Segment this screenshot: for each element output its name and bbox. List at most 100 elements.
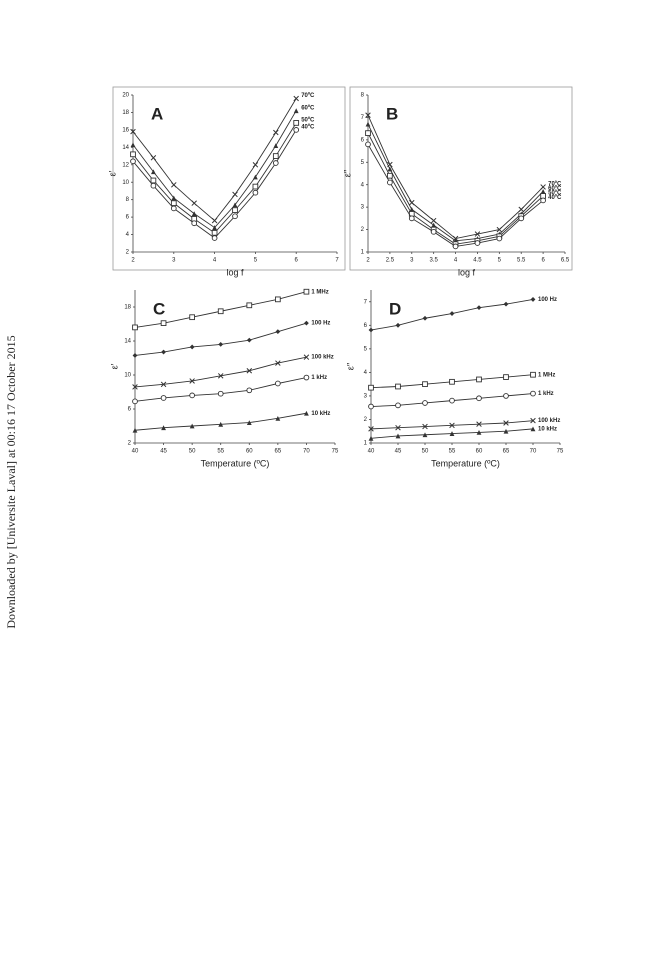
data-point	[387, 179, 393, 186]
data-point	[395, 402, 401, 409]
y-axis-label: ε′′	[342, 169, 352, 177]
y-tick-label: 20	[122, 93, 129, 99]
series-label: 10 kHz	[538, 426, 557, 432]
data-point	[368, 384, 374, 391]
x-tick-label: 75	[557, 449, 564, 455]
data-point	[130, 158, 136, 165]
x-tick-label: 60	[246, 449, 253, 455]
x-axis-label: log f	[458, 267, 476, 277]
series-label: 1 kHz	[311, 375, 327, 381]
x-tick-label: 2	[131, 258, 135, 264]
data-point	[293, 95, 299, 102]
data-point	[422, 423, 428, 430]
data-point	[150, 155, 157, 161]
data-point	[449, 311, 455, 316]
data-point	[395, 433, 401, 439]
data-point	[474, 231, 481, 237]
data-point	[518, 206, 524, 213]
x-tick-label: 70	[303, 449, 310, 455]
data-point	[211, 235, 218, 241]
watermark: Downloaded by [Universite Laval] at 00:1…	[4, 335, 18, 628]
series-label: 100 Hz	[538, 297, 557, 303]
data-point	[171, 195, 177, 201]
y-tick-label: 1	[364, 441, 368, 447]
data-point	[365, 141, 371, 148]
data-point	[150, 177, 157, 184]
x-tick-label: 40	[368, 449, 375, 455]
data-point	[476, 395, 482, 402]
series-label: 60ºC	[548, 186, 562, 192]
data-point	[191, 220, 198, 227]
x-tick-label: 55	[217, 449, 224, 455]
y-tick-label: 8	[126, 197, 130, 203]
data-point	[365, 112, 371, 118]
series-label: 70ºC	[301, 93, 315, 99]
data-point	[132, 353, 138, 358]
data-point	[252, 162, 259, 168]
data-point	[232, 202, 238, 208]
data-point	[449, 378, 455, 385]
y-tick-label: 1	[361, 250, 365, 256]
data-point	[452, 243, 459, 250]
y-tick-label: 6	[361, 137, 365, 143]
data-point	[449, 431, 455, 436]
data-point	[368, 327, 374, 333]
data-point	[246, 367, 253, 374]
panel-label: C	[153, 299, 165, 318]
data-point	[171, 182, 177, 188]
x-tick-label: 65	[503, 449, 510, 455]
series-label: 1 MHz	[311, 289, 328, 295]
series-label: 100 kHz	[538, 418, 560, 424]
series-label: 50ºC	[548, 191, 562, 197]
data-point	[395, 424, 401, 431]
y-tick-label: 18	[122, 110, 129, 116]
data-point	[150, 182, 157, 189]
data-point	[387, 172, 393, 179]
data-point	[252, 183, 259, 190]
data-point	[232, 213, 238, 220]
data-point	[518, 215, 525, 222]
series-label: 100 kHz	[311, 355, 333, 361]
series-label: 40ºC	[548, 195, 562, 201]
data-point	[449, 397, 455, 404]
x-tick-label: 40	[132, 449, 139, 455]
data-point	[503, 301, 509, 307]
data-point	[368, 403, 374, 410]
panel-frame	[112, 86, 346, 271]
x-tick-label: 70	[530, 449, 537, 455]
data-point	[211, 229, 218, 236]
data-point	[431, 222, 437, 228]
data-point	[496, 226, 503, 233]
data-point	[503, 374, 509, 380]
data-point	[232, 207, 238, 213]
x-tick-label: 55	[449, 449, 456, 455]
data-point	[253, 174, 258, 180]
y-axis-label: ε′	[109, 363, 119, 369]
data-point	[130, 128, 136, 135]
y-tick-label: 8	[361, 93, 365, 99]
data-point	[132, 384, 138, 390]
data-point	[365, 130, 371, 136]
data-point	[217, 390, 224, 397]
y-tick-label: 4	[126, 232, 130, 238]
data-point	[408, 215, 415, 222]
data-point	[422, 381, 428, 388]
y-tick-label: 5	[361, 160, 365, 166]
panel-frame	[349, 86, 573, 271]
data-point	[430, 217, 437, 224]
data-point	[530, 371, 536, 378]
data-point	[496, 235, 503, 242]
data-point	[503, 393, 509, 399]
data-point	[303, 354, 310, 360]
series-label: 1 kHz	[538, 391, 554, 397]
data-point	[422, 432, 428, 438]
data-point	[189, 423, 195, 429]
y-tick-label: 18	[124, 305, 131, 311]
y-tick-label: 7	[364, 299, 368, 305]
data-point	[191, 200, 197, 206]
y-tick-label: 2	[361, 227, 365, 233]
data-point	[540, 189, 546, 194]
y-tick-label: 14	[124, 339, 131, 345]
series-label: 10 kHz	[311, 411, 330, 417]
